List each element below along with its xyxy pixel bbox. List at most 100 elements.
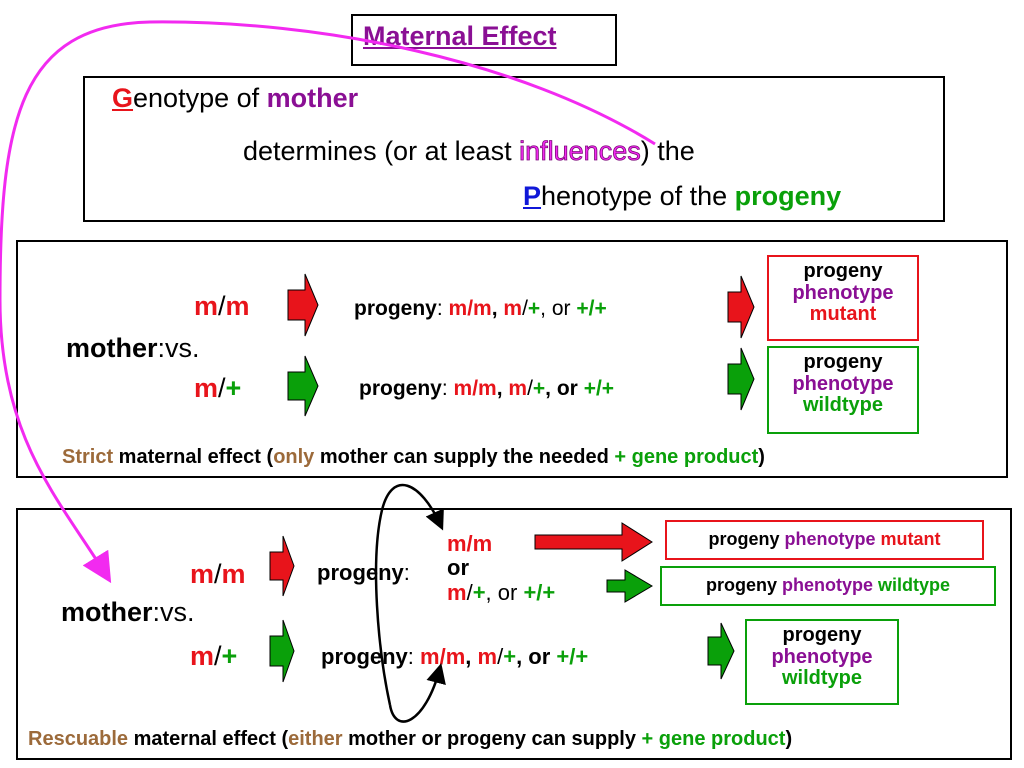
rescue-loop-arrow-down [388,663,446,723]
strict-result-mutant: progeny phenotype mutant [767,255,919,341]
rescuable-arrow-to-mutant [534,522,653,562]
rescuable-genotype-mm: m/m [190,559,246,590]
allele-plus: + [532,377,546,400]
genotype-plus-plus: +/+ [583,377,615,400]
rescuable-other-genotypes: m/+, or +/+ [447,580,555,606]
progeny-word: progeny [359,377,442,400]
colon: : [441,377,454,400]
genotype-mm: m/m [453,377,497,400]
phenotype-word: phenotype [781,575,878,595]
wildtype-word: wildtype [878,575,951,595]
strict-caption: Strict maternal effect (only mother can … [62,446,765,469]
rescuable-progeny-row-2: progeny: m/m, m/+, or +/+ [321,644,588,670]
slash: / [214,559,222,589]
rescuable-word: Rescuable [28,728,129,750]
allele-m: m [190,559,215,589]
strict-progeny-row-2: progeny: m/m, m/+, or +/+ [359,377,614,401]
phenotype-word: phenotype [792,372,894,395]
or-text: , or [540,297,577,320]
genotype-rest: enotype of [133,83,267,113]
phenotype-letter: P [523,181,542,211]
rescuable-mother-label: mother:vs. [61,597,195,628]
progeny-word: progeny [708,529,785,549]
progeny-word: progeny [803,260,883,282]
vs-word: vs. [160,597,195,627]
caption-text: ) [785,728,793,750]
definition-line-1: Genotype of mother [112,83,358,114]
comma: , [496,377,509,400]
slash: / [218,291,226,321]
slash: / [497,644,504,669]
genotype-mm: m/m [448,297,492,320]
progeny-word: progeny [803,351,883,373]
rescuable-result-wildtype-inline: progeny phenotype wildtype [660,566,996,606]
allele-m: m [503,297,523,320]
caption-text: mother or progeny can supply [342,728,642,750]
allele-m: m [194,291,219,321]
mother-word: mother [61,597,153,627]
progeny-word: progeny [782,624,862,646]
slash: / [218,373,226,403]
strict-result-wildtype: progeny phenotype wildtype [767,346,919,434]
allele-plus: + [503,644,517,669]
influences-word: influences [519,136,641,167]
progeny-word: progeny [317,560,404,585]
only-word: only [273,446,315,468]
strict-genotype-mm: m/m [194,291,250,322]
genotype-plus-plus: +/+ [556,644,589,669]
allele-plus: + [221,641,238,671]
progeny-word: progeny [705,575,782,595]
rescuable-arrow-to-wildtype [606,569,653,603]
rescuable-or-word: or [447,555,469,580]
caption-text: maternal effect ( [113,446,274,468]
mother-word: mother [266,83,359,113]
rescuable-box [16,508,1012,760]
allele-m: m [447,580,467,605]
definition-line-2: determines (or at least influences) the [243,136,695,167]
or-text: , or [485,580,524,605]
allele-plus: + [225,373,242,403]
influences-curve-arrow [0,20,656,584]
rescuable-mm-genotype: m/m [447,531,493,556]
slash: / [214,641,222,671]
progeny-word: progeny [354,297,437,320]
progeny-word: progeny [321,644,408,669]
caption-text: maternal effect ( [128,728,289,750]
allele-m: m [225,291,250,321]
phenotype-word: phenotype [784,529,881,549]
progeny-word: progeny [734,181,842,211]
vs-word: vs. [165,333,200,363]
genotype-letter: G [112,83,134,113]
rescuable-arrow-result-wildtype [707,622,735,680]
rescuable-progeny-row-1-label: progeny: [317,560,410,586]
slash: / [527,377,533,400]
rescue-loop-arrow-up [374,483,444,706]
phenotype-word: phenotype [792,281,894,304]
mutant-word: mutant [880,529,941,549]
strict-word: Strict [62,446,114,468]
mother-word: mother [66,333,158,363]
allele-m: m [194,373,219,403]
strict-arrow-result-wildtype [727,347,755,411]
colon: : [436,297,449,320]
rescuable-result-mutant: progeny phenotype mutant [665,520,984,560]
strict-progeny-row-1: progeny: m/m, m/+, or +/+ [354,297,607,321]
phenotype-word: phenotype [771,645,873,668]
slash: / [466,580,473,605]
rescuable-arrow-mm [269,535,295,597]
allele-m: m [508,377,528,400]
colon: : [403,560,410,585]
wildtype-word: wildtype [802,394,883,417]
either-word: either [288,728,343,750]
strict-mother-label: mother:vs. [66,333,200,364]
or-text: , or [516,644,557,669]
colon: : [152,597,161,627]
determines-text: determines (or at least [243,136,520,166]
gene-product-text: + gene product [641,728,786,750]
comma: , [491,297,504,320]
mutant-word: mutant [809,303,877,326]
rescuable-result-wildtype: progeny phenotype wildtype [745,619,899,705]
wildtype-word: wildtype [781,667,862,690]
gene-product-text: + gene product [614,446,759,468]
